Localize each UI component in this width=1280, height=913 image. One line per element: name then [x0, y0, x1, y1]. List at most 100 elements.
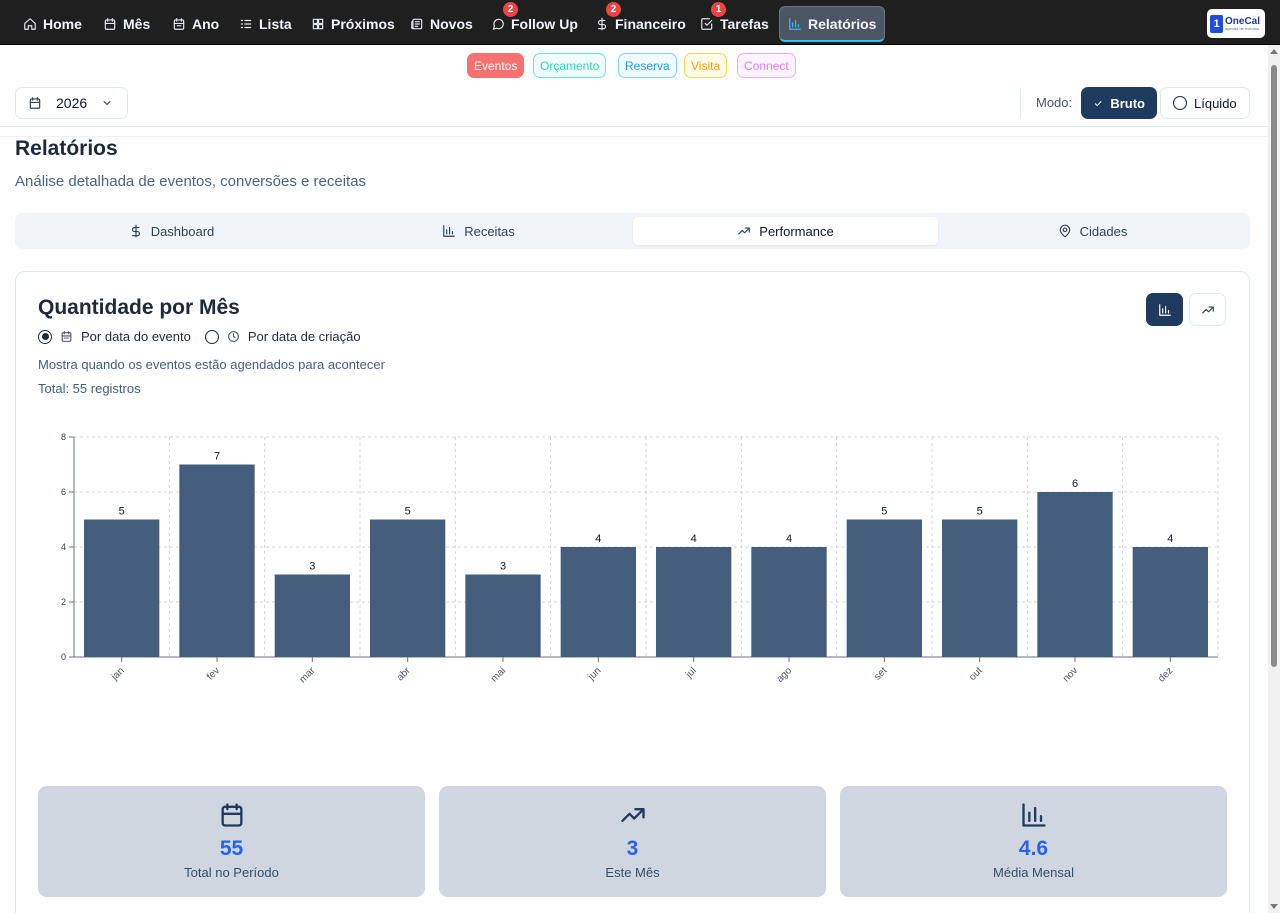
x-tick-label-set: set [872, 665, 889, 682]
x-tick-label-mai: mai [489, 665, 508, 684]
logo-mark: 1 [1210, 14, 1223, 33]
page-scrollbar[interactable] [1268, 45, 1280, 913]
nav-proximos[interactable]: Próximos [303, 6, 403, 42]
tab-cidades[interactable]: Cidades [940, 217, 1245, 245]
calendar-icon [61, 331, 72, 342]
nav-financeiro-label: Financeiro [615, 16, 686, 32]
filter-eventos[interactable]: Eventos [467, 53, 525, 78]
nav-lista-label: Lista [259, 16, 292, 32]
logo-name: OneCal [1225, 15, 1261, 27]
tarefas-badge: 1 [711, 2, 726, 17]
newspaper-icon [411, 18, 423, 30]
data-label-dez: 4 [1167, 533, 1173, 545]
stat-monthly-average: 4.6 Média Mensal [840, 786, 1227, 897]
tab-receitas[interactable]: Receitas [326, 217, 631, 245]
mode-divider [1020, 88, 1021, 118]
x-tick-label-nov: nov [1061, 665, 1080, 684]
radio-selected-icon[interactable] [38, 329, 52, 344]
x-tick-label-jan: jan [109, 665, 127, 683]
x-tick-label-jun: jun [586, 665, 604, 683]
date-basis-radio-group: Por data do evento Por data de criação [38, 329, 375, 344]
check-icon [1094, 100, 1102, 106]
nav-ano-label: Ano [192, 16, 220, 32]
calendar-icon [104, 18, 116, 30]
page-subtitle: Análise detalhada de eventos, conversões… [15, 173, 367, 190]
nav-relatorios-label: Relatórios [808, 15, 877, 32]
x-tick-label-abr: abr [395, 665, 413, 683]
filter-reserva[interactable]: Reserva [618, 53, 677, 78]
data-label-jul: 4 [691, 533, 697, 545]
data-label-jan: 5 [119, 506, 125, 518]
scroll-down-arrow-icon[interactable] [1270, 904, 1278, 909]
bar-set [846, 519, 922, 657]
bar-chart-icon [443, 225, 456, 237]
nav-tarefas[interactable]: Tarefas 1 [692, 2, 777, 42]
tab-dashboard[interactable]: Dashboard [19, 217, 324, 245]
filter-orcamento[interactable]: Orçamento [533, 53, 607, 78]
scroll-up-arrow-icon[interactable] [1270, 49, 1278, 54]
nav-home[interactable]: Home [15, 6, 90, 42]
header-divider [0, 126, 1268, 127]
data-label-set: 5 [881, 506, 887, 518]
nav-novos-label: Novos [430, 16, 473, 32]
line-chart-toggle[interactable] [1189, 293, 1226, 326]
stat-total-label: Total no Período [184, 865, 279, 880]
year-select[interactable]: 2026 [15, 87, 128, 119]
nav-mes[interactable]: Mês [95, 6, 158, 42]
stat-month-label: Este Mês [605, 865, 660, 880]
onecal-logo[interactable]: 1 OneCal agenda de eventos [1207, 9, 1265, 38]
nav-novos[interactable]: Novos [402, 6, 481, 42]
calendar-grid-icon [173, 18, 185, 30]
header-divider-secondary [0, 136, 1268, 137]
bar-jun [560, 547, 636, 657]
page-title: Relatórios [15, 137, 118, 160]
bar-chart-toggle[interactable] [1146, 293, 1183, 326]
radio-creation-date[interactable]: Por data de criação [204, 329, 361, 344]
bar-jan [84, 519, 160, 657]
y-tick-label: 4 [61, 542, 66, 552]
radio-creation-date-label: Por data de criação [247, 329, 361, 344]
tab-performance-label: Performance [759, 223, 834, 239]
scrollbar-thumb[interactable] [1271, 65, 1277, 667]
nav-lista[interactable]: Lista [231, 6, 300, 42]
nav-mes-label: Mês [123, 16, 151, 32]
nav-follow-up[interactable]: Follow Up 2 [483, 2, 586, 42]
chevron-down-icon [103, 101, 111, 105]
message-icon [492, 18, 504, 30]
radio-event-date[interactable]: Por data do evento [38, 329, 191, 344]
filter-connect[interactable]: Connect [737, 53, 796, 78]
stat-average-value: 4.6 [1018, 837, 1049, 860]
grid-icon [312, 18, 324, 30]
y-tick-label: 8 [61, 432, 66, 442]
y-tick-label: 6 [61, 487, 66, 497]
home-icon [24, 18, 36, 30]
nav-home-label: Home [43, 16, 82, 32]
radio-event-date-label: Por data do evento [81, 329, 191, 344]
filter-visita[interactable]: Visita [684, 53, 728, 78]
checkbox-icon [701, 18, 713, 30]
nav-relatorios[interactable]: Relatórios [779, 6, 886, 42]
bar-dez [1132, 547, 1208, 657]
x-tick-label-ago: ago [775, 665, 795, 685]
mode-bruto-button[interactable]: Bruto [1081, 87, 1157, 119]
nav-financeiro[interactable]: Financeiro 2 [587, 2, 694, 42]
logo-tagline: agenda de eventos [1225, 25, 1260, 31]
x-tick-label-dez: dez [1156, 665, 1175, 684]
bar-ago [751, 547, 827, 657]
nav-tarefas-label: Tarefas [720, 16, 769, 32]
mode-liquido-button[interactable]: Líquido [1160, 87, 1250, 119]
monthly-bar-chart: 0 2 4 6 8 5 jan 7 fev 3 mar 5 abr 3 mai 4 jun 4 jul 4 ago 5 se… [61, 432, 1219, 685]
stat-total-period: 55 Total no Período [38, 786, 425, 897]
card-title: Quantidade por Mês [38, 296, 240, 319]
bar-abr [370, 519, 446, 657]
tab-cidades-label: Cidades [1079, 223, 1128, 239]
bar-jul [656, 547, 732, 657]
data-label-nov: 6 [1072, 478, 1078, 490]
top-navigation: Home Mês Ano Lista Próximos Novos Follow… [0, 0, 1280, 45]
bar-mar [274, 574, 350, 657]
radio-circle-icon [1173, 96, 1187, 110]
radio-unselected-icon[interactable] [204, 329, 219, 344]
financeiro-badge: 2 [606, 2, 621, 17]
tab-performance[interactable]: Performance [633, 217, 938, 245]
nav-ano[interactable]: Ano [164, 6, 227, 42]
